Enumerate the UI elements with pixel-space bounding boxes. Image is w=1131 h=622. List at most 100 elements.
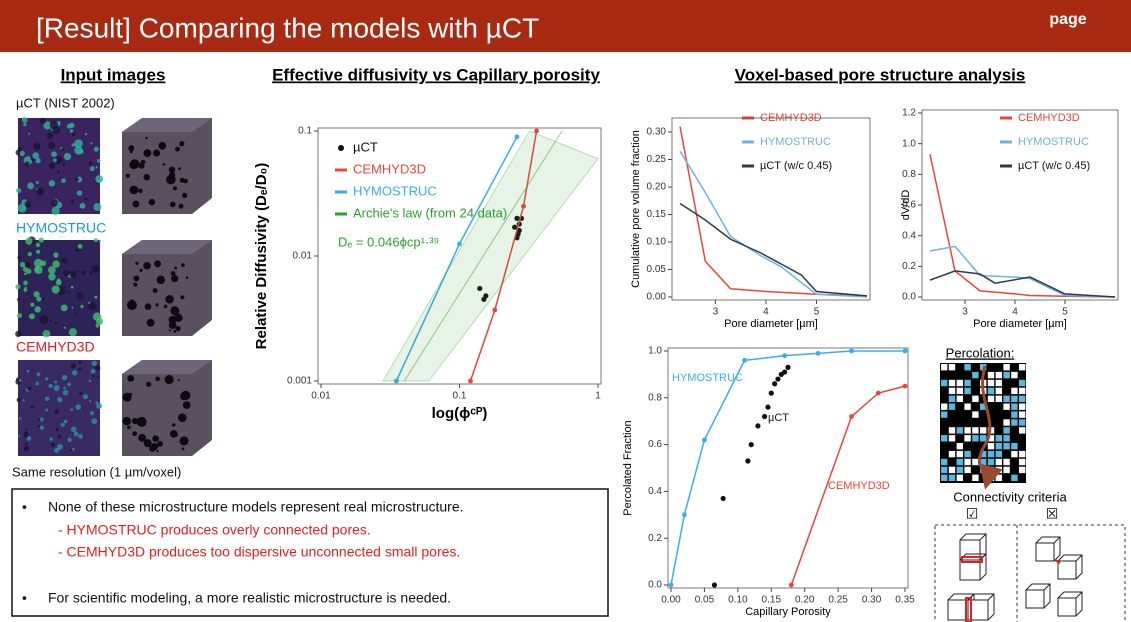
speckle	[53, 158, 57, 162]
speckle	[54, 409, 59, 414]
section-title: Effective diffusivity vs Capillary poros…	[272, 65, 600, 84]
speckle	[40, 118, 46, 124]
y-tick-label: 0.00	[647, 292, 667, 303]
cube-image	[122, 360, 212, 456]
criteria-title: Connectivity criteria	[953, 489, 1067, 504]
speckle	[19, 417, 22, 420]
data-point	[769, 391, 774, 396]
pore	[138, 434, 146, 442]
cell	[972, 396, 978, 402]
speckle	[72, 370, 77, 375]
series-line	[930, 271, 1115, 297]
speckle	[72, 448, 75, 451]
cell	[1019, 396, 1025, 402]
cell	[1011, 419, 1017, 425]
cell	[1019, 419, 1025, 425]
speckle	[15, 284, 20, 289]
cell	[1003, 427, 1009, 433]
cell	[988, 380, 994, 386]
cell	[957, 459, 963, 465]
cell	[980, 427, 986, 433]
legend-label: HYMOSTRUC	[1018, 136, 1089, 148]
speckle	[54, 381, 57, 384]
legend-label: HYMOSTRUC	[353, 183, 437, 198]
x-tick-label: 0.25	[828, 595, 848, 606]
pore	[180, 295, 184, 299]
x-tick-label: 0.05	[695, 595, 715, 606]
cell	[949, 467, 955, 473]
cell	[996, 443, 1002, 449]
speckle	[96, 403, 102, 409]
cell	[957, 443, 963, 449]
pore	[179, 141, 184, 146]
speckle	[53, 252, 58, 257]
y-tick-label: 0.01	[293, 251, 313, 262]
series-label: CEMHYD3D	[828, 480, 890, 492]
y-tick-label: 1.2	[902, 108, 916, 119]
y-tick-label: 0.20	[647, 182, 667, 193]
speckle	[92, 361, 97, 366]
speckle	[62, 258, 68, 264]
data-point	[849, 414, 854, 419]
speckle	[76, 270, 78, 272]
cell	[988, 451, 994, 457]
speckle	[78, 244, 83, 249]
speckle	[27, 370, 30, 373]
cell	[949, 427, 955, 433]
cell	[941, 459, 947, 465]
series-line	[930, 154, 1115, 297]
speckle	[92, 375, 95, 378]
speckle	[88, 302, 90, 304]
speckle	[95, 365, 100, 370]
check-icon: ☑	[966, 506, 979, 522]
y-tick-label: 0.8	[902, 169, 916, 180]
speckle	[51, 442, 55, 446]
cell	[1003, 404, 1009, 410]
speckle	[61, 178, 66, 183]
speckle	[64, 153, 71, 160]
x-axis-label: Pore diameter [µm]	[973, 318, 1067, 330]
data-point	[755, 423, 760, 428]
pore	[129, 186, 138, 195]
speckle	[23, 123, 26, 126]
x-axis-label: Capillary Porosity	[745, 606, 831, 618]
speckle	[34, 266, 42, 274]
cube-image	[122, 240, 212, 336]
speckle	[20, 151, 25, 156]
y-axis-label: Relative Diffusivity (Dₑ/D₀)	[253, 163, 270, 350]
speckle	[37, 372, 41, 376]
pore	[165, 375, 174, 384]
cell	[1019, 380, 1025, 386]
pore	[155, 303, 158, 306]
speckle	[97, 376, 99, 378]
pore	[122, 417, 131, 426]
cell	[1011, 451, 1017, 457]
cell	[988, 459, 994, 465]
pore	[141, 160, 146, 165]
speckle	[70, 363, 76, 369]
cell	[941, 404, 947, 410]
pore	[182, 448, 185, 451]
pore	[183, 401, 191, 409]
speckle	[70, 449, 72, 451]
pore	[178, 204, 183, 209]
speckle	[40, 426, 44, 430]
y-tick-label: 0.001	[287, 376, 312, 387]
cell	[988, 388, 994, 394]
pore	[137, 417, 147, 427]
pore	[171, 275, 178, 282]
chart: 3450.000.050.100.150.200.250.30CEMHYD3DH…	[630, 112, 870, 330]
data-point	[515, 134, 520, 139]
bullet: •	[22, 499, 27, 515]
speckle	[88, 380, 91, 383]
speckle	[47, 132, 54, 139]
speckle	[49, 180, 56, 187]
pore	[138, 189, 142, 193]
y-tick-label: 0.6	[648, 439, 662, 450]
pore	[132, 418, 138, 424]
pore	[179, 436, 188, 445]
data-point	[745, 458, 750, 463]
speckle	[16, 188, 21, 193]
speckle	[57, 386, 59, 388]
speckle	[79, 392, 82, 395]
